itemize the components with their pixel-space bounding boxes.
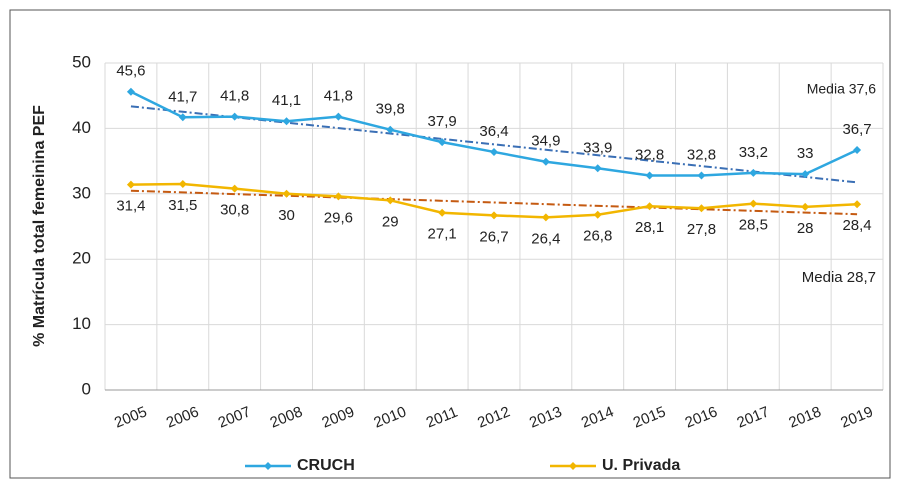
marker bbox=[334, 192, 343, 201]
data-label: 27,1 bbox=[428, 226, 457, 243]
data-label: 36,4 bbox=[479, 123, 508, 140]
annotation: Media 28,7 bbox=[802, 269, 876, 286]
marker bbox=[282, 189, 291, 198]
marker bbox=[282, 117, 291, 126]
data-label: 29,6 bbox=[324, 209, 353, 226]
annotation: Media 37,6 bbox=[807, 81, 876, 97]
x-tick-label: 2018 bbox=[786, 403, 823, 431]
marker bbox=[853, 200, 862, 209]
marker bbox=[386, 196, 395, 205]
trend-line bbox=[130, 189, 858, 216]
data-label: 37,9 bbox=[428, 113, 457, 130]
trend-line bbox=[130, 105, 858, 184]
x-tick-label: 2005 bbox=[112, 403, 149, 431]
x-tick-label: 2011 bbox=[424, 404, 460, 432]
marker bbox=[490, 211, 498, 220]
x-tick-label: 2013 bbox=[527, 403, 564, 431]
x-tick-label: 2019 bbox=[838, 403, 875, 431]
marker bbox=[386, 125, 395, 134]
marker bbox=[230, 184, 239, 193]
data-label: 26,8 bbox=[583, 228, 612, 245]
marker bbox=[541, 213, 550, 222]
data-label: 39,8 bbox=[376, 101, 405, 118]
marker bbox=[801, 170, 810, 179]
marker bbox=[230, 112, 239, 121]
data-label: 36,7 bbox=[842, 121, 871, 138]
marker bbox=[126, 180, 135, 189]
marker bbox=[801, 202, 810, 211]
data-label: 30 bbox=[278, 207, 295, 224]
marker bbox=[178, 179, 187, 188]
marker bbox=[541, 157, 550, 166]
x-tick-label: 2017 bbox=[734, 403, 771, 431]
marker bbox=[126, 87, 135, 96]
data-label: 32,8 bbox=[635, 146, 664, 163]
data-label: 33,9 bbox=[583, 139, 612, 156]
legend-label: U. Privada bbox=[602, 457, 680, 474]
x-tick-label: 2008 bbox=[268, 403, 305, 431]
marker bbox=[438, 138, 447, 147]
data-label: 33 bbox=[797, 145, 814, 162]
data-label: 28 bbox=[797, 220, 814, 237]
data-label: 26,4 bbox=[531, 230, 560, 247]
marker bbox=[749, 168, 758, 177]
marker bbox=[490, 147, 498, 156]
data-label: 28,5 bbox=[739, 217, 768, 234]
data-label: 26,7 bbox=[479, 228, 508, 245]
legend-marker bbox=[264, 462, 272, 470]
data-label: 41,8 bbox=[324, 88, 353, 105]
data-label: 31,4 bbox=[116, 198, 145, 215]
marker bbox=[749, 199, 758, 208]
data-label: 34,9 bbox=[531, 133, 560, 150]
y-tick-label: 30 bbox=[72, 183, 91, 202]
x-tick-label: 2007 bbox=[216, 403, 253, 431]
y-axis-label: % Matrícula total femeinina PEF bbox=[31, 105, 48, 347]
x-tick-label: 2015 bbox=[631, 403, 668, 431]
y-tick-label: 0 bbox=[82, 379, 91, 398]
y-tick-label: 10 bbox=[72, 314, 91, 333]
data-label: 27,8 bbox=[687, 221, 716, 238]
y-tick-label: 40 bbox=[72, 118, 91, 137]
data-label: 31,5 bbox=[168, 197, 197, 214]
marker bbox=[334, 112, 343, 121]
legend-marker bbox=[569, 462, 577, 470]
marker bbox=[178, 113, 187, 122]
marker bbox=[438, 208, 447, 217]
data-label: 41,8 bbox=[220, 88, 249, 105]
y-tick-label: 20 bbox=[72, 249, 91, 268]
data-label: 41,7 bbox=[168, 88, 197, 105]
legend-label: CRUCH bbox=[297, 457, 355, 474]
x-tick-label: 2012 bbox=[475, 403, 512, 431]
y-tick-label: 50 bbox=[72, 52, 91, 71]
data-label: 28,4 bbox=[842, 217, 871, 234]
marker bbox=[645, 202, 654, 211]
data-label: 45,6 bbox=[116, 63, 145, 80]
data-label: 29 bbox=[382, 213, 399, 230]
x-tick-label: 2009 bbox=[320, 403, 357, 431]
marker bbox=[853, 145, 862, 154]
data-label: 28,1 bbox=[635, 219, 664, 236]
marker bbox=[645, 171, 654, 180]
data-label: 33,2 bbox=[739, 144, 768, 161]
data-label: 32,8 bbox=[687, 146, 716, 163]
data-label: 41,1 bbox=[272, 92, 301, 109]
marker bbox=[697, 171, 706, 180]
frame bbox=[9, 9, 891, 479]
x-tick-label: 2006 bbox=[164, 403, 201, 431]
x-tick-label: 2016 bbox=[683, 403, 720, 431]
marker bbox=[697, 204, 706, 213]
marker bbox=[593, 210, 602, 219]
marker bbox=[593, 164, 602, 173]
x-tick-label: 2010 bbox=[371, 403, 408, 431]
x-tick-label: 2014 bbox=[579, 403, 616, 431]
data-label: 30,8 bbox=[220, 202, 249, 219]
